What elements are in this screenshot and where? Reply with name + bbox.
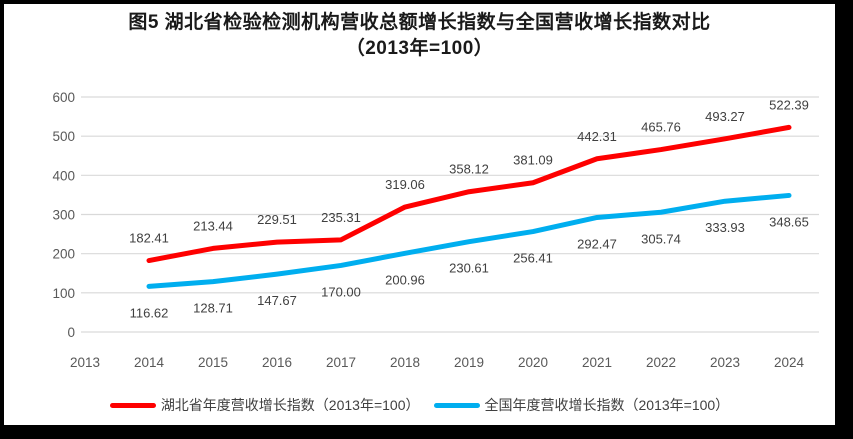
data-label: 182.41 [129,231,169,246]
data-label: 442.31 [577,129,617,144]
y-tick-label: 200 [52,247,75,262]
x-tick-label: 2017 [326,355,356,370]
chart-title: 图5 湖北省检验检测机构营收总额增长指数与全国营收增长指数对比 [128,12,711,33]
data-label: 229.51 [257,212,297,227]
data-label: 292.47 [577,236,617,251]
x-tick-label: 2018 [390,355,420,370]
y-tick-label: 0 [67,325,75,340]
data-label: 116.62 [130,305,169,320]
data-label: 305.74 [641,231,681,246]
data-label: 230.61 [449,261,489,276]
chart-title-block: 图5 湖北省检验检测机构营收总额增长指数与全国营收增长指数对比 （2013年=1… [4,10,835,62]
data-label: 522.39 [769,97,809,112]
x-tick-label: 2020 [518,355,548,370]
y-tick-label: 500 [52,129,75,144]
x-tick-label: 2016 [262,355,292,370]
x-tick-label: 2024 [774,355,805,370]
data-label: 170.00 [321,284,361,299]
data-label: 465.76 [641,120,681,135]
chart-legend: 湖北省年度营收增长指数（2013年=100） 全国年度营收增长指数（2013年=1… [4,392,835,418]
legend-label: 全国年度营收增长指数（2013年=100） [484,397,730,413]
data-label: 200.96 [385,272,425,287]
legend-line-swatch [109,402,156,408]
series-line-0 [146,124,792,264]
legend-line-swatch [433,402,480,408]
y-tick-label: 400 [52,168,75,183]
legend-label: 湖北省年度营收增长指数（2013年=100） [160,397,420,413]
chart-canvas: 图5 湖北省检验检测机构营收总额增长指数与全国营收增长指数对比 （2013年=1… [4,4,835,425]
y-tick-label: 300 [52,208,75,223]
legend-item-0: 湖北省年度营收增长指数（2013年=100） [109,395,420,415]
data-label: 493.27 [705,109,745,124]
data-label: 319.06 [385,177,425,192]
x-tick-label: 2022 [646,355,676,370]
data-label: 128.71 [193,301,233,316]
data-label: 235.31 [321,210,361,225]
x-tick-label: 2013 [70,355,100,370]
data-label: 333.93 [705,220,745,235]
y-tick-label: 600 [52,90,75,105]
data-label: 147.67 [257,293,297,308]
line-chart-plot: 0 100 200 300 400 500 600 2013 2014 2015 2016 2017 2… [52,90,819,370]
x-tick-label: 2021 [582,355,612,370]
x-tick-label: 2014 [134,355,165,370]
series-line-1 [146,192,792,289]
x-tick-label: 2015 [198,355,228,370]
y-tick-label: 100 [52,286,75,301]
x-tick-label: 2023 [710,355,740,370]
data-label: 358.12 [449,162,489,177]
legend-item-1: 全国年度营收增长指数（2013年=100） [433,395,730,415]
x-tick-label: 2019 [454,355,484,370]
chart-subtitle: （2013年=100） [345,38,494,59]
data-label: 348.65 [769,214,809,229]
data-label: 256.41 [513,251,553,266]
data-label: 381.09 [513,153,553,168]
data-label: 213.44 [193,218,233,233]
